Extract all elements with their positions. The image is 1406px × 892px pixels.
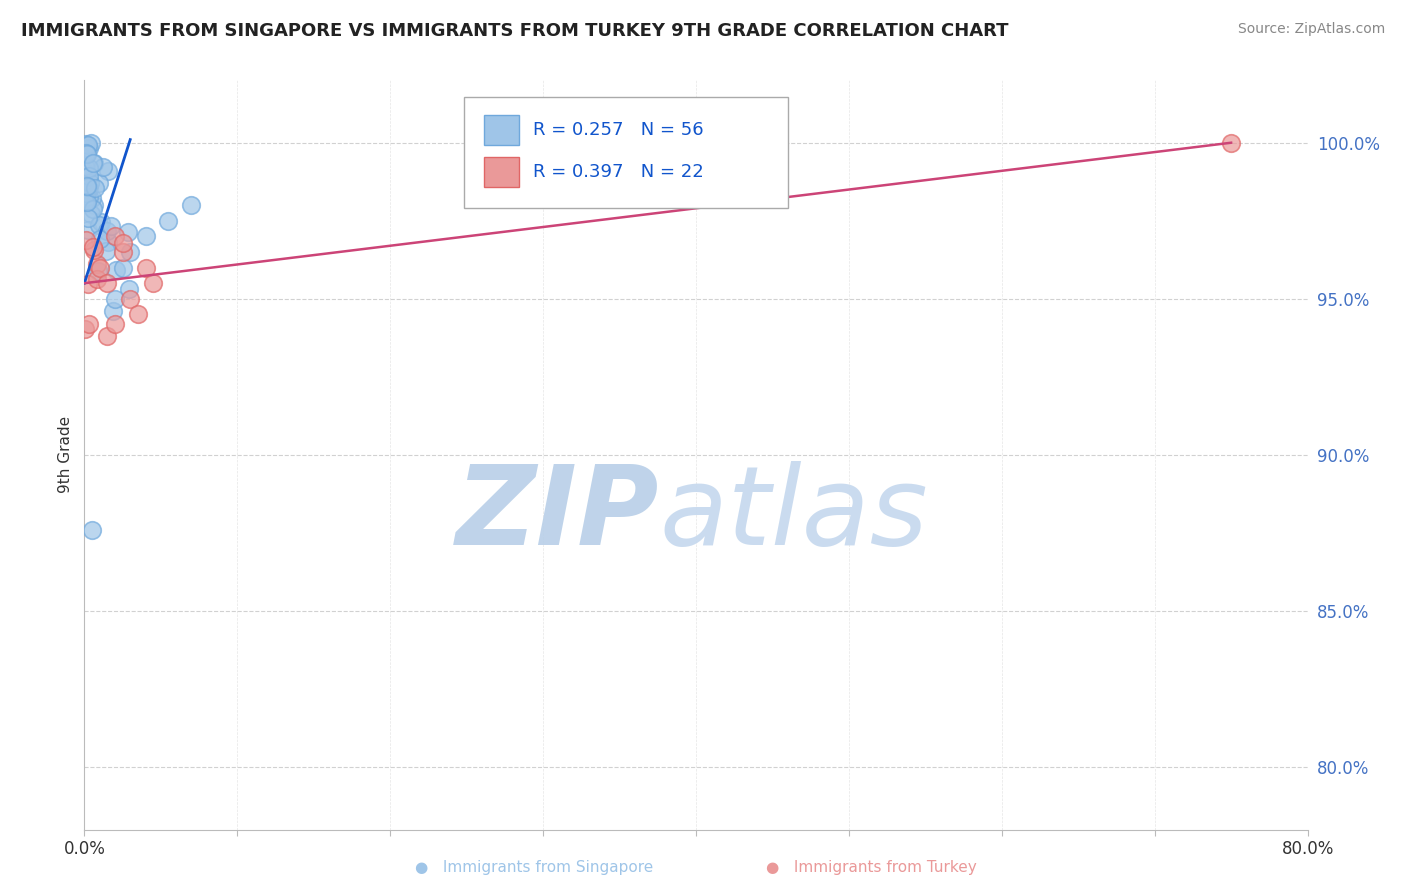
Point bbox=[73, 322, 96, 336]
Point bbox=[77, 141, 100, 155]
Point bbox=[76, 179, 98, 194]
Text: Source: ZipAtlas.com: Source: ZipAtlas.com bbox=[1237, 22, 1385, 37]
Point bbox=[104, 317, 127, 331]
Point bbox=[104, 229, 127, 244]
Point bbox=[86, 272, 108, 286]
Point bbox=[76, 147, 98, 161]
Point bbox=[89, 232, 111, 246]
Y-axis label: 9th Grade: 9th Grade bbox=[58, 417, 73, 493]
Point bbox=[1220, 136, 1243, 150]
Point bbox=[77, 223, 100, 237]
Point bbox=[73, 185, 96, 199]
Point bbox=[117, 226, 139, 240]
Point bbox=[84, 181, 107, 195]
Point bbox=[90, 215, 112, 229]
Point bbox=[157, 214, 180, 228]
Point bbox=[101, 303, 124, 318]
Point bbox=[111, 245, 134, 260]
Text: ●   Immigrants from Singapore: ● Immigrants from Singapore bbox=[415, 860, 654, 874]
Point bbox=[77, 317, 100, 331]
Point bbox=[77, 189, 100, 203]
Point bbox=[82, 202, 104, 216]
Point bbox=[96, 329, 118, 343]
Point bbox=[76, 277, 98, 292]
Point bbox=[73, 171, 96, 186]
Point bbox=[111, 235, 134, 250]
Point bbox=[75, 146, 97, 161]
Point bbox=[75, 233, 97, 247]
Text: ZIP: ZIP bbox=[456, 461, 659, 568]
Text: atlas: atlas bbox=[659, 461, 928, 568]
Point bbox=[87, 264, 110, 278]
Point bbox=[77, 137, 100, 152]
Point bbox=[86, 258, 108, 272]
Point bbox=[79, 176, 101, 190]
Point bbox=[96, 277, 118, 291]
Point bbox=[97, 163, 120, 178]
Point bbox=[96, 224, 118, 238]
Point bbox=[82, 191, 104, 205]
Point bbox=[87, 176, 110, 190]
Text: R = 0.397   N = 22: R = 0.397 N = 22 bbox=[533, 163, 704, 181]
Point bbox=[77, 161, 100, 176]
Point bbox=[75, 166, 97, 180]
FancyBboxPatch shape bbox=[484, 115, 519, 145]
Point bbox=[80, 136, 103, 150]
Point bbox=[111, 260, 134, 275]
Point bbox=[180, 198, 202, 212]
Point bbox=[142, 277, 165, 291]
Point bbox=[75, 186, 97, 200]
Point bbox=[77, 182, 100, 196]
FancyBboxPatch shape bbox=[464, 96, 787, 208]
Text: ●   Immigrants from Turkey: ● Immigrants from Turkey bbox=[766, 860, 977, 874]
Point bbox=[80, 523, 103, 537]
Point bbox=[77, 180, 100, 194]
Point bbox=[117, 281, 139, 295]
Point bbox=[75, 186, 97, 200]
Point bbox=[135, 229, 157, 244]
Point bbox=[104, 263, 127, 277]
Point bbox=[75, 195, 97, 210]
Point bbox=[73, 158, 96, 172]
Point bbox=[127, 308, 149, 322]
Point bbox=[77, 181, 100, 195]
Point bbox=[76, 195, 98, 210]
Point bbox=[87, 219, 110, 233]
Point bbox=[120, 292, 142, 306]
Point bbox=[135, 260, 157, 275]
FancyBboxPatch shape bbox=[484, 158, 519, 187]
Point bbox=[97, 235, 120, 249]
Point bbox=[100, 219, 122, 234]
Point bbox=[82, 156, 104, 170]
Point bbox=[89, 260, 111, 275]
Text: IMMIGRANTS FROM SINGAPORE VS IMMIGRANTS FROM TURKEY 9TH GRADE CORRELATION CHART: IMMIGRANTS FROM SINGAPORE VS IMMIGRANTS … bbox=[21, 22, 1008, 40]
Point bbox=[82, 240, 104, 254]
Point bbox=[83, 244, 105, 258]
Point bbox=[75, 136, 97, 151]
Point bbox=[120, 245, 142, 260]
Point bbox=[104, 292, 127, 306]
Point bbox=[73, 159, 96, 173]
Point bbox=[80, 207, 103, 221]
Point bbox=[83, 198, 105, 212]
Text: R = 0.257   N = 56: R = 0.257 N = 56 bbox=[533, 121, 704, 139]
Point bbox=[83, 156, 105, 170]
Point bbox=[76, 185, 98, 199]
Point bbox=[91, 160, 114, 174]
Point bbox=[94, 244, 117, 259]
Point bbox=[77, 211, 100, 226]
Point bbox=[77, 169, 100, 184]
